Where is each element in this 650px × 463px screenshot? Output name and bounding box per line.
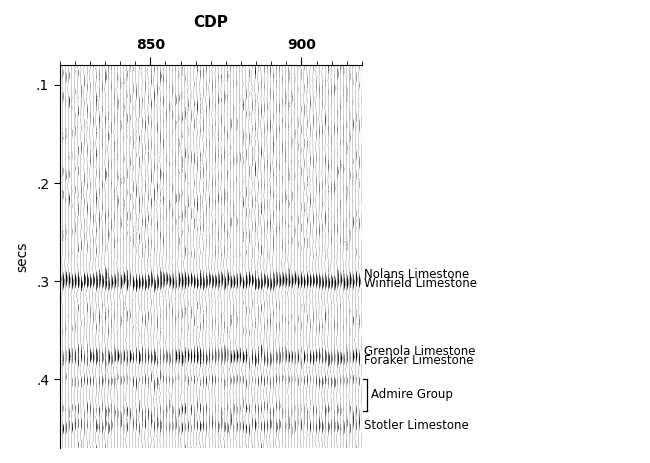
Text: Stotler Limestone: Stotler Limestone <box>365 419 469 432</box>
Text: Winfield Limestone: Winfield Limestone <box>365 277 477 290</box>
Title: CDP: CDP <box>193 15 228 30</box>
Text: Nolans Limestone: Nolans Limestone <box>365 268 470 281</box>
Text: Grenola Limestone: Grenola Limestone <box>365 345 476 358</box>
Y-axis label: secs: secs <box>15 242 29 272</box>
Text: Foraker Limestone: Foraker Limestone <box>365 354 474 367</box>
Text: Admire Group: Admire Group <box>371 388 453 400</box>
